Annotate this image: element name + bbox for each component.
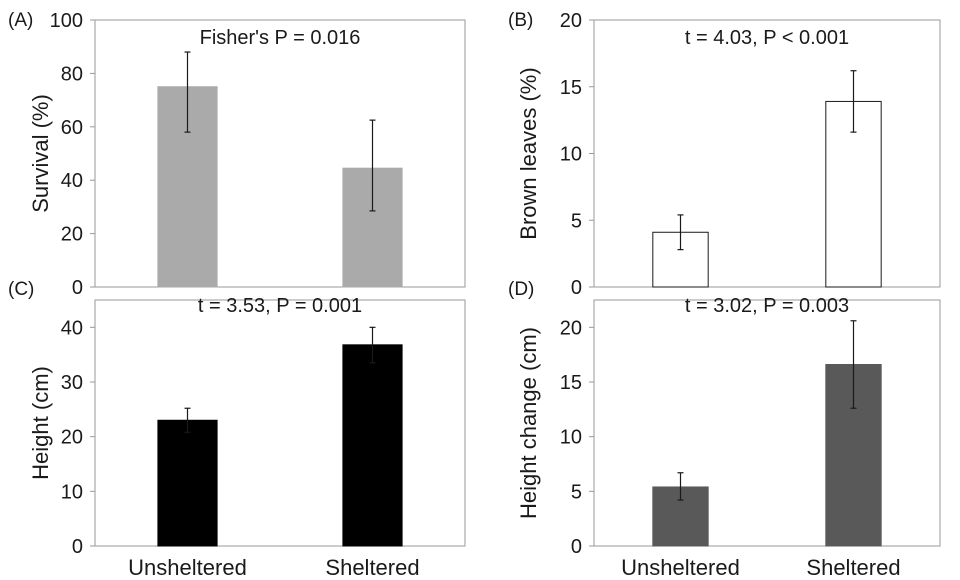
y-tick-label: 0	[72, 277, 83, 299]
y-tick-label: 15	[560, 77, 582, 99]
panel-label: (A)	[8, 10, 33, 31]
y-tick-label: 40	[61, 170, 83, 192]
bar-sheltered	[342, 344, 403, 547]
y-tick-label: 0	[571, 277, 582, 299]
y-tick-label: 15	[560, 372, 582, 394]
y-tick-label: 10	[61, 481, 83, 503]
panel-label: (B)	[508, 10, 533, 31]
panel-b: 0 5 10 15 20 (B) t = 4.03, P < 0.001 Brown l…	[508, 10, 941, 299]
y-tick-label: 20	[560, 10, 582, 32]
stat-annotation: t = 4.03, P < 0.001	[685, 27, 849, 49]
y-axis-label: Survival (%)	[28, 94, 53, 213]
x-tick-label: Sheltered	[806, 555, 900, 580]
x-tick-label: Unsheltered	[128, 555, 247, 580]
plot-frame	[593, 19, 941, 288]
y-axis-label: Brown leaves (%)	[516, 67, 541, 239]
y-tick-label: 100	[50, 10, 83, 32]
y-tick-label: 20	[61, 427, 83, 449]
stat-annotation: Fisher's P = 0.016	[200, 27, 361, 49]
panel-c: 0 10 20 30 40 Unsheltered Sheltered (C) t = 3…	[8, 279, 466, 580]
y-axis-label: Height (cm)	[28, 366, 53, 480]
y-tick-label: 30	[61, 372, 83, 394]
bar-unsheltered	[157, 419, 218, 547]
y-tick-label: 10	[560, 144, 582, 166]
y-tick-label: 0	[571, 536, 582, 558]
y-tick-label: 40	[61, 317, 83, 339]
y-tick-label: 60	[61, 117, 83, 139]
y-tick-label: 10	[560, 427, 582, 449]
y-tick-label: 20	[560, 317, 582, 339]
panel-d: 0 5 10 15 20 Unsheltered Sheltered (D) t = 3.…	[508, 279, 941, 580]
stat-annotation: t = 3.02, P = 0.003	[685, 295, 849, 317]
y-tick-label: 0	[72, 536, 83, 558]
stat-annotation: t = 3.53, P = 0.001	[198, 295, 362, 317]
y-axis-label: Height change (cm)	[516, 327, 541, 519]
panel-label: (D)	[508, 279, 534, 300]
y-tick-label: 5	[571, 210, 582, 232]
panel-a: 0 20 40 60 80 100 (A) Fisher's P = 0.016 Surv…	[8, 10, 466, 299]
x-tick-label: Unsheltered	[621, 555, 740, 580]
x-tick-label: Sheltered	[325, 555, 419, 580]
panel-label: (C)	[8, 279, 34, 300]
plot-frame	[593, 299, 941, 547]
y-tick-label: 5	[571, 481, 582, 503]
plot-frame	[94, 299, 466, 547]
plot-frame	[94, 19, 466, 288]
y-tick-label: 20	[61, 224, 83, 246]
y-tick-label: 80	[61, 63, 83, 85]
